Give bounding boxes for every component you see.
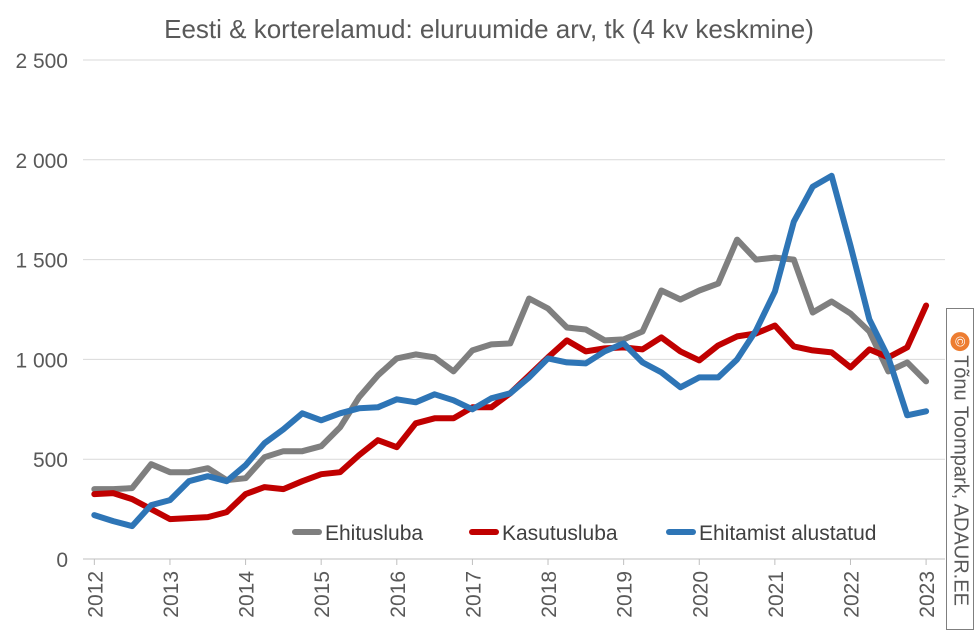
series-line-ehitusluba (91, 236, 930, 493)
y-tick-label: 1 500 (15, 250, 68, 273)
credit-label: © Tõnu Toompark, ADAUR.EE (949, 332, 972, 606)
y-tick-label: 2 000 (15, 150, 68, 173)
x-tick-label: 2021 (765, 571, 788, 618)
y-tick-label: 2 500 (15, 50, 68, 73)
credit-box (946, 308, 974, 630)
y-tick-label: 500 (33, 449, 68, 472)
legend-label: Ehitamist alustatud (699, 522, 876, 545)
y-axis-ticks: 0 500 1 000 1 500 2 000 2 500 (15, 50, 68, 572)
x-tick-label: 2020 (689, 571, 712, 618)
x-tick-label: 2017 (462, 571, 485, 618)
credit-text: Tõnu Toompark, ADAUR.EE (949, 355, 972, 606)
legend-label: Kasutusluba (502, 522, 618, 545)
x-tick-label: 2023 (916, 571, 939, 618)
copyright-icon: © (950, 332, 970, 352)
x-tick-label: 2019 (614, 571, 637, 618)
x-tick-label: 2018 (538, 571, 561, 618)
x-tick-label: 2015 (311, 571, 334, 618)
x-tick-label: 2013 (160, 571, 183, 618)
legend: Ehitusluba Kasutusluba Ehitamist alustatud (292, 522, 876, 545)
x-tick-label: 2012 (84, 571, 107, 618)
y-tick-label: 0 (56, 549, 68, 572)
series-line-ehitamist-alustatud (91, 172, 930, 530)
gridlines (83, 59, 945, 560)
x-tick-label: 2014 (236, 571, 259, 618)
x-tick-label: 2022 (840, 571, 863, 618)
y-tick-label: 1 000 (15, 349, 68, 372)
chart-title: Eesti & korterelamud: eluruumide arv, tk… (164, 14, 814, 44)
legend-label: Ehitusluba (325, 522, 423, 545)
x-tick-label: 2016 (387, 571, 410, 618)
series-lines (91, 172, 930, 530)
x-axis-ticks: 2012 2013 2014 2015 2016 2017 2018 2019 2020 2021… (84, 559, 939, 618)
